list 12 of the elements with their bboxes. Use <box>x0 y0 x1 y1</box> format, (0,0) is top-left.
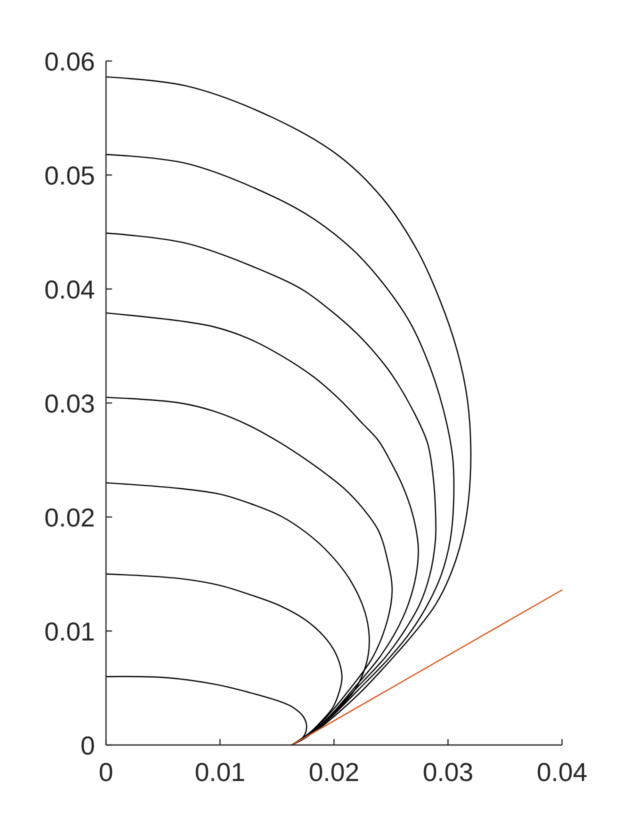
y-tick-label: 0.01 <box>44 616 95 646</box>
y-tick-label: 0.05 <box>44 160 95 190</box>
x-tick-label: 0.04 <box>536 757 588 787</box>
y-tick-label: 0 <box>80 730 95 760</box>
y-tick-label: 0.04 <box>44 274 95 304</box>
y-tick-label: 0.03 <box>44 388 95 418</box>
x-tick-label: 0.02 <box>308 757 360 787</box>
x-tick-label: 0 <box>98 757 114 787</box>
x-tick-label: 0.01 <box>194 757 246 787</box>
y-tick-label: 0.02 <box>44 502 95 532</box>
x-tick-label: 0.03 <box>422 757 474 787</box>
y-tick-label: 0.06 <box>44 46 95 76</box>
